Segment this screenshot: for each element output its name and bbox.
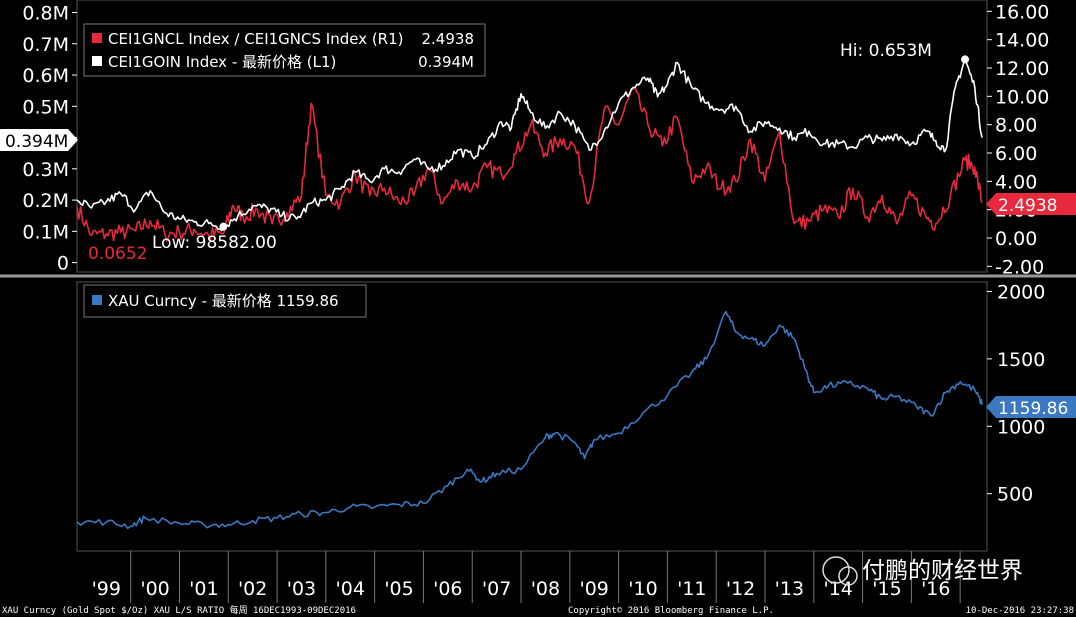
right-ratio-badge-text: 2.4938: [998, 196, 1057, 216]
x-axis-tick-label: '03: [287, 578, 316, 600]
right-axis-tick-label: -2.00: [995, 256, 1044, 278]
x-axis-tick-label: '13: [775, 578, 804, 600]
gold-axis-tick-label: 1000: [997, 416, 1045, 438]
left-axis-tick-label: 0.5M: [22, 96, 69, 118]
right-axis-tick-label: 8.00: [995, 115, 1037, 137]
x-axis-tick-label: '05: [384, 578, 413, 600]
legend-swatch-gold: [92, 295, 102, 305]
right-axis-tick-label: 6.00: [995, 143, 1037, 165]
footer-left: XAU Curncy (Gold Spot $/Oz) XAU L/S RATI…: [2, 604, 356, 616]
x-axis-tick-label: '07: [482, 578, 511, 600]
x-axis-tick-label: '10: [628, 578, 657, 600]
gold-axis-tick-label: 1500: [997, 349, 1045, 371]
legend-ratio-last: 2.4938: [422, 30, 475, 48]
bottom-legend-box: [83, 284, 367, 318]
x-axis-tick-label: '99: [92, 578, 121, 600]
legend-ratio-label: CEI1GNCL Index / CEI1GNCS Index (R1): [108, 30, 404, 48]
left-axis-tick-label: 0.3M: [22, 159, 69, 181]
low-annotation: Low: 98582.00: [152, 233, 277, 253]
right-axis-tick-label: 14.00: [995, 30, 1049, 52]
right-ratio-badge: 2.4938: [986, 193, 1076, 216]
right-axis-tick-label: 10.00: [995, 86, 1049, 108]
right-axis-tick-label: 16.00: [995, 1, 1049, 23]
x-axis-tick-label: '12: [726, 578, 755, 600]
x-axis-tick-label: '01: [189, 578, 218, 600]
right-axis-tick-label: 12.00: [995, 58, 1049, 80]
legend-swatch-index: [92, 56, 102, 66]
watermark: 付鹏的财经世界: [822, 556, 1023, 586]
left-axis-tick-label: 0.6M: [22, 65, 69, 87]
series-line-ratio: [76, 86, 983, 242]
x-axis-tick-label: '08: [531, 578, 560, 600]
bottom-panel: 2000 1500 1000 500: [76, 281, 1045, 552]
high-annotation: Hi: 0.653M: [840, 41, 932, 61]
left-axis-tick-label: 0.7M: [22, 34, 69, 56]
gold-axis-tick-label: 2000: [997, 281, 1045, 303]
series-line-index: [76, 58, 983, 232]
x-axis: '99 '00 '01 '02 '03 '04 '05 '06 '07 '08 '09 '10 '11 '…: [77, 550, 987, 603]
bottom-legend: XAU Curncy - 最新价格 1159.86: [83, 284, 367, 318]
left-last-badge-text: 0.394M: [5, 132, 68, 152]
x-axis-tick-label: '06: [433, 578, 462, 600]
right-ratio-badge-shape: [986, 193, 1076, 215]
wechat-icon: [822, 556, 850, 584]
right-gold-badge-shape: [986, 396, 1076, 418]
top-legend: CEI1GNCL Index / CEI1GNCS Index (R1) 2.4…: [83, 23, 486, 77]
legend-index-last: 0.394M: [418, 53, 474, 71]
right-axis-tick-label: 0.00: [995, 228, 1037, 250]
left-last-badge: 0.394M: [0, 129, 78, 152]
x-axis-tick-label: '04: [336, 578, 365, 600]
x-axis-tick-label: '00: [140, 578, 169, 600]
low-ratio-annotation: 0.0652: [88, 244, 147, 264]
right-gold-badge: 1159.86: [986, 396, 1076, 419]
right-axis-tick-label: 4.00: [995, 171, 1037, 193]
x-axis-tick-label: '15: [872, 578, 901, 600]
x-axis-tick-label: '09: [580, 578, 609, 600]
top-legend-box: [83, 23, 486, 77]
watermark-text: 付鹏的财经世界: [862, 558, 1023, 584]
footer-right: 10-Dec-2016 23:27:38: [966, 606, 1074, 616]
left-axis-tick-label: 0.2M: [22, 190, 69, 212]
legend-swatch-ratio: [92, 33, 102, 43]
left-axis-tick-label: 0.1M: [22, 221, 69, 243]
x-axis-tick-label: '02: [238, 578, 267, 600]
gold-axis-tick-label: 500: [997, 484, 1033, 506]
footer-center: Copyright© 2016 Bloomberg Finance L.P.: [568, 606, 774, 616]
low-marker: [219, 222, 228, 231]
high-marker: [961, 55, 970, 64]
left-last-badge-shape: [0, 129, 78, 151]
bottom-plot-area: [76, 281, 988, 552]
wechat-icon-small: [838, 566, 858, 586]
series-line-gold: [76, 310, 983, 530]
legend-index-label: CEI1GOIN Index - 最新价格 (L1): [108, 53, 336, 71]
x-axis-tick-label: '16: [921, 578, 950, 600]
left-axis-tick-label: 0.8M: [22, 3, 69, 25]
x-axis-tick-label: '14: [823, 578, 852, 600]
x-axis-tick-label: '11: [677, 578, 706, 600]
legend-gold-label: XAU Curncy - 最新价格 1159.86: [108, 292, 339, 310]
right-gold-badge-text: 1159.86: [998, 399, 1068, 419]
left-axis-tick-label: 0: [57, 253, 69, 275]
